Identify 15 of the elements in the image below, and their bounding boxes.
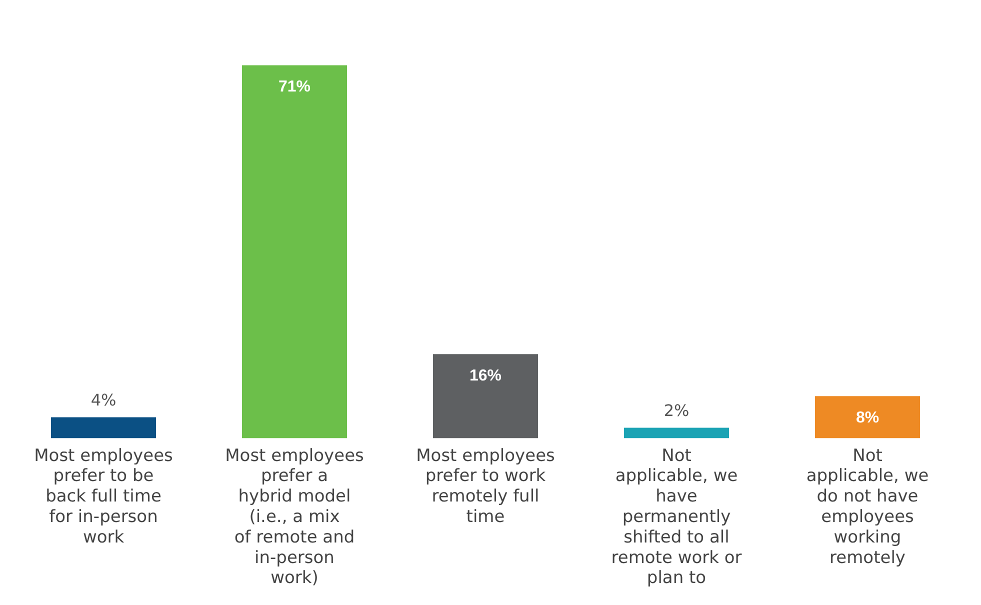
x-tick-label: Most employees prefer to work remotely full time (416, 446, 556, 528)
data-label: 2% (664, 400, 690, 420)
x-tick-label: Not applicable, we do not have employees working remotely (806, 446, 929, 568)
bar (432, 354, 538, 438)
data-label: 16% (469, 368, 502, 385)
bar (242, 65, 348, 438)
data-label: 4% (90, 390, 116, 410)
x-tick-label: Not applicable, we have permanently shifted to all remote work or plan to (611, 446, 742, 588)
bar (814, 396, 920, 438)
x-tick-label: Most employees prefer a hybrid model (i.e., a mix of remote and in-person work) (225, 446, 364, 588)
data-label: 8% (856, 410, 880, 427)
data-label: 71% (278, 78, 311, 96)
bar (50, 417, 156, 438)
bar (624, 428, 730, 438)
x-tick-label: Most employees prefer to be back full time for in-person work (34, 446, 174, 548)
